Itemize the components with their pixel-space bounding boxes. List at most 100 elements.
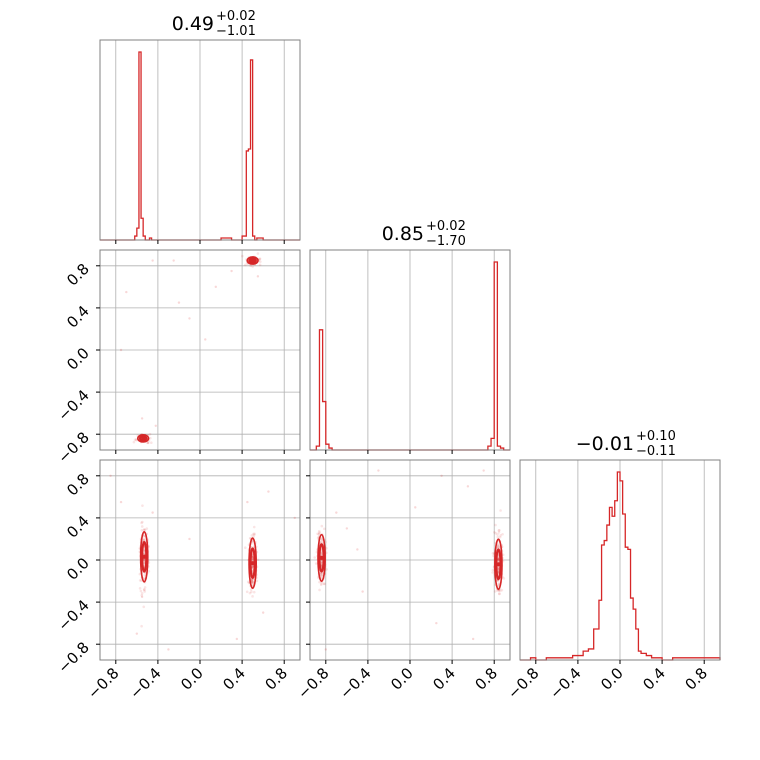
sample-point [143, 586, 147, 589]
density-peak [142, 554, 147, 559]
sample-point [318, 580, 321, 584]
sample-point [252, 535, 255, 538]
sample-point [325, 568, 329, 571]
sample-point [497, 565, 500, 569]
x-tick-label: 0.4 [219, 664, 249, 694]
sample-point [497, 582, 500, 585]
sample-point [497, 558, 500, 562]
sample-point [250, 578, 254, 582]
sample-point [320, 537, 324, 541]
sample-point [496, 579, 499, 582]
sample-point [133, 438, 137, 442]
sample-point [235, 637, 239, 641]
density-contour [141, 541, 148, 573]
sample-point [167, 648, 170, 651]
grid-lines [100, 250, 300, 450]
sample-point [494, 532, 498, 535]
sample-point [252, 533, 256, 537]
sample-point [498, 528, 501, 532]
sample-point [148, 432, 152, 436]
sample-point [146, 441, 149, 445]
title-3: −0.01 [576, 433, 634, 455]
sample-point [251, 581, 255, 584]
sample-point [498, 535, 502, 539]
sample-point [147, 569, 151, 573]
sample-point [491, 551, 495, 555]
sample-point [267, 490, 270, 493]
x-tick-label: −0.4 [546, 664, 584, 702]
sample-point [142, 560, 146, 563]
sample-point [204, 338, 207, 341]
scatter-points-1 [119, 252, 262, 445]
x-tick-label: 0.0 [177, 664, 207, 694]
y-tick-label: 0.8 [63, 470, 93, 500]
sample-point [135, 632, 139, 635]
sample-point [134, 437, 138, 441]
sample-point [320, 573, 323, 577]
sample-point [317, 529, 321, 533]
sample-point [377, 469, 380, 472]
sample-point [256, 275, 260, 278]
sample-point [496, 535, 500, 539]
sample-point [356, 548, 359, 551]
sample-point [251, 265, 254, 268]
density-contour [248, 257, 257, 264]
y-tick-label: 0.4 [63, 302, 93, 332]
sample-point [493, 590, 497, 593]
sample-point [316, 532, 319, 536]
x-tick-label: 0.8 [681, 664, 711, 694]
sample-point [142, 550, 146, 553]
sample-point [320, 524, 324, 528]
sample-point [499, 509, 502, 512]
sample-point [502, 577, 506, 580]
y-tick-label: 0.4 [63, 512, 93, 542]
grid-lines [115, 40, 285, 240]
x-tick-label: −0.8 [294, 664, 332, 702]
sample-point [125, 290, 128, 294]
sample-point [252, 532, 255, 536]
y-tick-label: 0.8 [63, 260, 93, 290]
sample-point [142, 605, 146, 609]
density-peak [250, 258, 255, 263]
sample-point [142, 549, 146, 553]
sample-point [492, 554, 495, 558]
sample-point [320, 540, 323, 544]
sample-point [250, 580, 254, 584]
x-tick-label: 0.4 [429, 664, 459, 694]
sample-point [361, 590, 364, 593]
sample-point [250, 590, 253, 594]
sample-point [320, 582, 323, 585]
sample-point [258, 263, 262, 267]
sample-point [496, 546, 499, 549]
y-tick-label: 0.0 [63, 344, 93, 374]
density-contour [136, 434, 150, 443]
sample-point [313, 556, 317, 559]
title-plus-1: +0.02 [216, 9, 256, 24]
sample-point [151, 259, 154, 262]
sample-point [140, 595, 144, 599]
sample-point [172, 259, 175, 262]
sample-point [497, 558, 500, 562]
sample-point [177, 301, 181, 304]
title-minus-1: −1.01 [216, 24, 256, 39]
x-tick-label: −0.8 [84, 664, 122, 702]
sample-point [482, 469, 485, 472]
sample-point [497, 592, 501, 595]
sample-point [318, 531, 321, 534]
sample-point [143, 590, 146, 593]
sample-point [251, 580, 255, 584]
sample-point [139, 589, 143, 593]
x-tick-label: −0.8 [504, 664, 542, 702]
sample-point [466, 485, 470, 488]
sample-point [145, 527, 149, 530]
sample-point [248, 591, 252, 595]
sample-point [496, 545, 500, 548]
sample-point [497, 531, 501, 534]
x-tick-label: 0.8 [471, 664, 501, 694]
sample-point [259, 260, 262, 263]
sample-point [323, 582, 326, 586]
sample-point [497, 559, 500, 562]
sample-point [440, 474, 443, 477]
x-tick-label: 0.4 [639, 664, 669, 694]
density-contour [138, 435, 148, 442]
